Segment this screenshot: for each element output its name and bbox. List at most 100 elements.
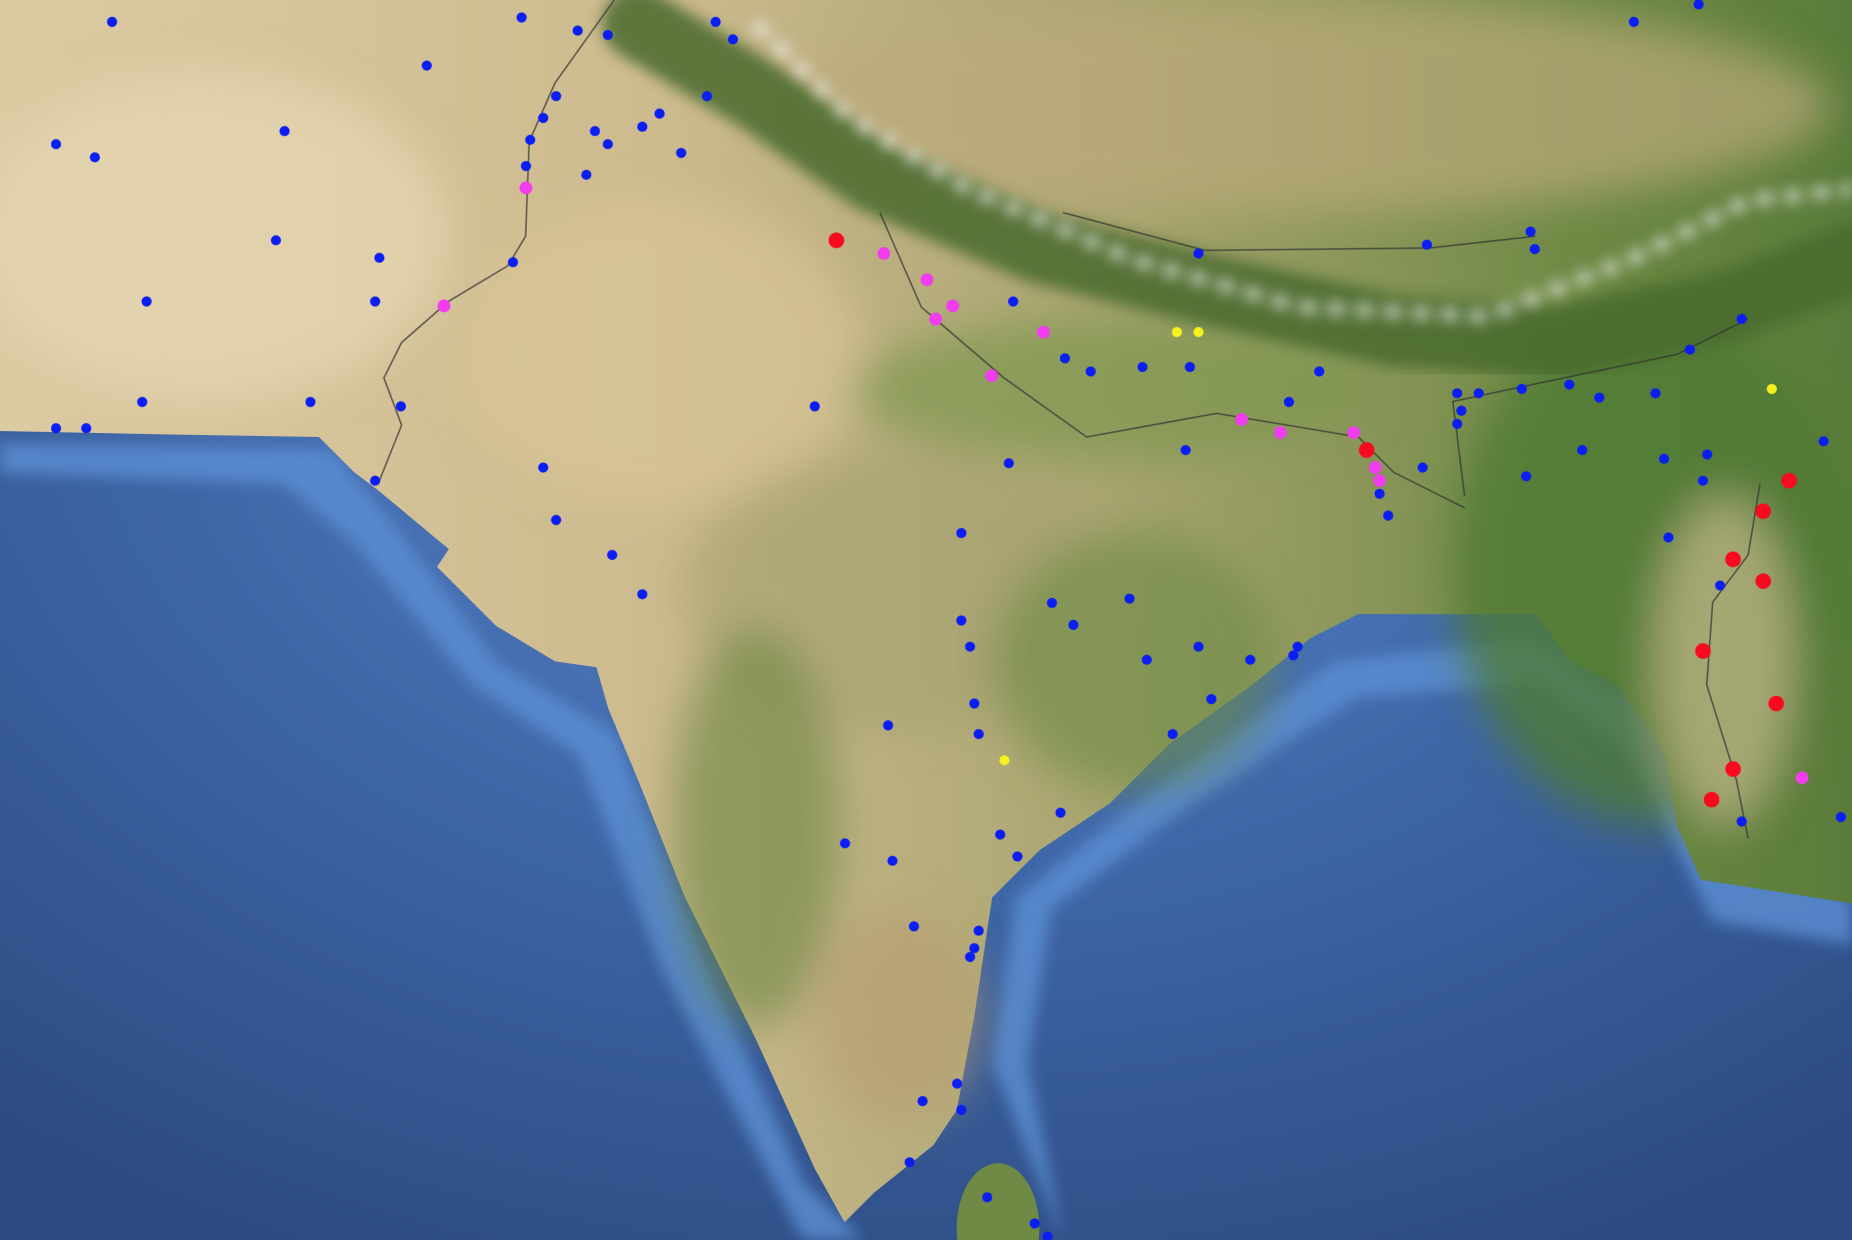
map-marker[interactable] (637, 589, 648, 600)
map-marker[interactable] (279, 126, 290, 137)
map-marker[interactable] (1564, 379, 1575, 390)
map-marker[interactable] (1835, 812, 1846, 823)
map-marker[interactable] (602, 139, 613, 150)
map-marker[interactable] (1693, 0, 1704, 10)
map-marker[interactable] (1628, 16, 1639, 27)
map-marker[interactable] (969, 943, 980, 954)
map-marker[interactable] (1003, 458, 1014, 469)
map-marker[interactable] (920, 273, 934, 287)
map-marker[interactable] (538, 112, 549, 124)
map-marker[interactable] (1008, 296, 1019, 307)
map-marker[interactable] (1659, 453, 1670, 464)
map-marker[interactable] (1124, 593, 1135, 604)
map-marker[interactable] (421, 60, 432, 71)
map-marker[interactable] (964, 641, 976, 652)
map-marker[interactable] (828, 232, 845, 249)
map-marker[interactable] (1725, 761, 1741, 777)
map-marker[interactable] (1055, 807, 1066, 818)
map-marker[interactable] (1235, 413, 1248, 426)
map-marker[interactable] (1818, 436, 1829, 447)
map-marker[interactable] (1650, 388, 1661, 399)
map-marker[interactable] (550, 91, 562, 102)
map-marker[interactable] (1292, 641, 1303, 652)
map-marker[interactable] (1347, 426, 1361, 439)
map-marker[interactable] (1577, 444, 1588, 456)
map-marker[interactable] (1736, 816, 1747, 827)
map-marker[interactable] (137, 396, 148, 408)
map-marker[interactable] (525, 134, 536, 145)
map-marker[interactable] (1141, 654, 1152, 665)
map-marker[interactable] (1516, 383, 1527, 394)
map-marker[interactable] (1714, 580, 1726, 591)
map-marker[interactable] (581, 169, 592, 180)
map-marker[interactable] (946, 299, 960, 313)
map-marker[interactable] (839, 838, 851, 849)
map-marker[interactable] (1374, 488, 1385, 499)
map-marker[interactable] (520, 160, 532, 172)
map-marker[interactable] (1766, 383, 1777, 394)
map-marker[interactable] (1046, 597, 1057, 609)
map-marker[interactable] (141, 296, 152, 307)
map-marker[interactable] (973, 729, 984, 740)
map-marker[interactable] (1695, 643, 1711, 659)
map-marker[interactable] (995, 829, 1006, 840)
map-marker[interactable] (1167, 729, 1178, 740)
map-marker[interactable] (1703, 791, 1720, 808)
map-marker[interactable] (1283, 396, 1295, 408)
map-marker[interactable] (1171, 327, 1182, 338)
map-marker[interactable] (1525, 226, 1536, 237)
map-marker[interactable] (1274, 426, 1287, 439)
map-marker[interactable] (107, 16, 118, 27)
map-marker[interactable] (904, 1157, 915, 1168)
map-marker[interactable] (1684, 344, 1696, 355)
map-marker[interactable] (1768, 695, 1784, 712)
map-marker[interactable] (550, 514, 562, 526)
map-marker[interactable] (1452, 388, 1463, 399)
map-marker[interactable] (374, 252, 385, 263)
map-marker[interactable] (370, 296, 381, 307)
map-marker[interactable] (1417, 462, 1428, 473)
map-marker[interactable] (1702, 449, 1713, 460)
map-marker[interactable] (701, 91, 713, 102)
map-marker[interactable] (507, 257, 519, 268)
map-marker[interactable] (1085, 366, 1096, 377)
map-marker[interactable] (1781, 472, 1797, 489)
map-marker[interactable] (437, 299, 451, 313)
map-marker[interactable] (1059, 353, 1070, 364)
map-marker[interactable] (1529, 243, 1540, 255)
map-marker[interactable] (969, 698, 980, 709)
map-marker[interactable] (370, 475, 381, 486)
map-marker[interactable] (538, 462, 549, 473)
map-marker[interactable] (50, 423, 62, 434)
map-marker[interactable] (956, 1104, 967, 1115)
map-marker[interactable] (1206, 694, 1217, 705)
map-marker[interactable] (999, 755, 1010, 766)
map-marker[interactable] (1184, 361, 1195, 373)
map-marker[interactable] (1029, 1218, 1040, 1229)
map-marker[interactable] (1193, 327, 1204, 338)
map-marker[interactable] (81, 423, 92, 434)
map-marker[interactable] (1193, 248, 1204, 259)
map-marker[interactable] (727, 34, 738, 45)
map-marker[interactable] (1042, 1231, 1053, 1240)
map-marker[interactable] (602, 29, 613, 41)
map-marker[interactable] (908, 921, 920, 932)
map-marker[interactable] (1068, 619, 1079, 630)
map-marker[interactable] (951, 1078, 963, 1089)
map-marker[interactable] (1036, 325, 1050, 339)
map-marker[interactable] (1736, 313, 1747, 325)
map-marker[interactable] (305, 396, 316, 408)
map-marker[interactable] (917, 1096, 928, 1107)
map-marker[interactable] (877, 247, 891, 260)
map-marker[interactable] (1663, 532, 1674, 543)
map-marker[interactable] (973, 925, 984, 936)
map-marker[interactable] (1193, 641, 1204, 652)
map-marker[interactable] (956, 615, 967, 626)
map-marker[interactable] (572, 25, 583, 36)
map-marker[interactable] (982, 1192, 993, 1203)
map-marker[interactable] (1421, 239, 1432, 250)
map-marker[interactable] (395, 401, 406, 412)
map-marker[interactable] (1697, 475, 1709, 486)
map-marker[interactable] (1795, 771, 1809, 785)
